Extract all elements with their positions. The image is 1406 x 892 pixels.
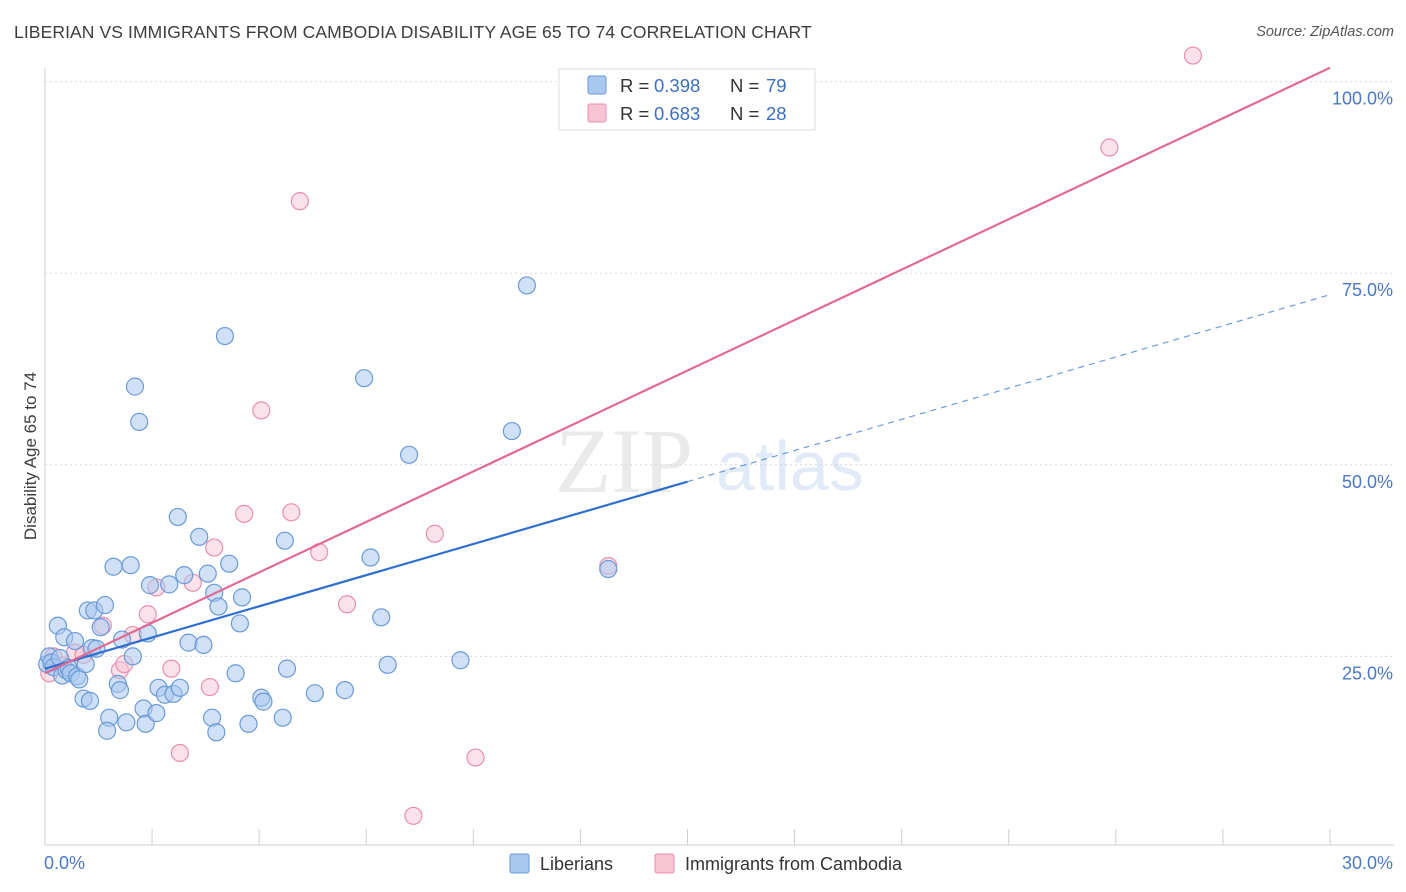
- legend-row2-n-label: N =: [730, 103, 759, 124]
- legend-row2-n-value: 28: [766, 103, 787, 124]
- data-point-liberians: [76, 654, 95, 674]
- trend-line-cambodia: [44, 66, 1331, 675]
- data-point-liberians: [190, 527, 209, 546]
- data-point-liberians: [121, 556, 140, 575]
- data-point-liberians: [372, 608, 391, 627]
- data-point-liberians: [599, 559, 618, 579]
- data-point-liberians: [98, 721, 117, 740]
- trend-line-liberians-extension: [687, 294, 1331, 483]
- data-point-liberians: [80, 691, 100, 710]
- data-point-liberians: [355, 369, 374, 388]
- series-legend-swatch-cambodia: [654, 853, 675, 874]
- y-tick-label: 25.0%: [1342, 663, 1393, 683]
- data-point-liberians: [305, 684, 324, 703]
- data-point-liberians: [451, 651, 470, 670]
- data-point-liberians: [232, 588, 252, 607]
- data-point-cambodia: [466, 748, 485, 767]
- stats-legend: R = 0.398 N = 79 R = 0.683 N = 28: [558, 68, 816, 131]
- watermark: ZIP atlas: [555, 410, 864, 512]
- chart-source: Source: ZipAtlas.com: [1256, 24, 1394, 40]
- data-point-cambodia: [1100, 138, 1119, 157]
- legend-row1-r-value: 0.398: [654, 75, 700, 96]
- data-point-liberians: [273, 708, 292, 727]
- data-point-liberians: [275, 531, 294, 550]
- y-tick-label: 75.0%: [1342, 280, 1393, 300]
- y-tick-label: 50.0%: [1342, 472, 1393, 492]
- data-point-liberians: [168, 507, 187, 527]
- y-tick-label: 100.0%: [1332, 89, 1393, 109]
- data-point-liberians: [147, 704, 166, 723]
- data-point-cambodia: [252, 401, 271, 420]
- liberian-points: [38, 276, 618, 742]
- legend-swatch-blue: [587, 75, 607, 95]
- data-point-liberians: [220, 554, 239, 573]
- data-point-liberians: [378, 655, 397, 674]
- legend-row1-n-label: N =: [730, 75, 759, 96]
- legend-swatch-pink: [587, 103, 607, 123]
- series-legend: Liberians Immigrants from Cambodia: [509, 853, 903, 874]
- data-point-cambodia: [337, 595, 357, 614]
- data-point-cambodia: [162, 659, 181, 678]
- data-point-liberians: [361, 548, 380, 567]
- trend-line-liberians: [44, 480, 688, 670]
- data-point-cambodia: [1183, 46, 1203, 65]
- axis-layer: 25.0% 50.0% 75.0% 100.0% 0.0% 30.0%: [44, 68, 1394, 873]
- data-point-liberians: [502, 421, 521, 441]
- data-point-liberians: [123, 647, 142, 666]
- data-point-cambodia: [200, 677, 220, 697]
- data-point-liberians: [170, 678, 190, 697]
- chart-title: LIBERIAN VS IMMIGRANTS FROM CAMBODIA DIS…: [14, 22, 812, 42]
- data-point-liberians: [117, 713, 136, 732]
- data-point-liberians: [65, 631, 85, 651]
- x-tick-label: 30.0%: [1342, 853, 1393, 873]
- watermark-atlas: atlas: [716, 427, 864, 505]
- series-legend-swatch-liberians: [509, 853, 530, 874]
- series-legend-label-cambodia: Immigrants from Cambodia: [685, 854, 903, 874]
- data-point-liberians: [140, 576, 160, 595]
- data-point-liberians: [125, 377, 145, 396]
- data-point-liberians: [91, 618, 110, 637]
- data-point-liberians: [160, 575, 179, 594]
- data-point-liberians: [194, 635, 213, 655]
- legend-row1-n-value: 79: [766, 75, 787, 96]
- data-point-cambodia: [404, 806, 423, 825]
- data-point-liberians: [95, 595, 115, 615]
- watermark-zip: ZIP: [555, 410, 693, 512]
- data-point-liberians: [198, 564, 217, 583]
- data-point-liberians: [70, 670, 89, 689]
- grid-layer: [45, 81, 1394, 657]
- data-point-liberians: [110, 681, 130, 700]
- data-point-liberians: [254, 692, 273, 711]
- data-point-liberians: [239, 714, 258, 733]
- data-point-liberians: [335, 681, 354, 700]
- data-point-cambodia: [138, 605, 157, 624]
- trend-lines: [44, 66, 1331, 675]
- x-tick-label: 0.0%: [44, 853, 85, 873]
- data-point-liberians: [130, 412, 149, 431]
- legend-row1-r-label: R =: [620, 75, 649, 96]
- data-point-liberians: [399, 445, 419, 464]
- data-point-liberians: [175, 566, 194, 585]
- data-point-cambodia: [235, 504, 254, 523]
- legend-row2-r-label: R =: [620, 103, 649, 124]
- data-point-liberians: [230, 614, 249, 633]
- data-point-liberians: [209, 597, 228, 616]
- data-point-liberians: [104, 557, 123, 576]
- series-legend-label-liberians: Liberians: [540, 854, 613, 874]
- data-point-liberians: [207, 723, 226, 742]
- data-point-liberians: [179, 633, 198, 652]
- data-point-liberians: [136, 714, 155, 733]
- data-point-cambodia: [282, 503, 301, 522]
- data-point-liberians: [226, 664, 245, 683]
- data-point-liberians: [215, 326, 234, 346]
- data-point-cambodia: [205, 538, 224, 557]
- data-point-liberians: [277, 659, 297, 678]
- data-point-cambodia: [170, 743, 190, 763]
- data-point-liberians: [517, 276, 536, 295]
- legend-row2-r-value: 0.683: [654, 103, 700, 124]
- data-point-cambodia: [290, 192, 309, 211]
- y-axis-label: Disability Age 65 to 74: [21, 372, 40, 540]
- data-point-cambodia: [425, 524, 444, 543]
